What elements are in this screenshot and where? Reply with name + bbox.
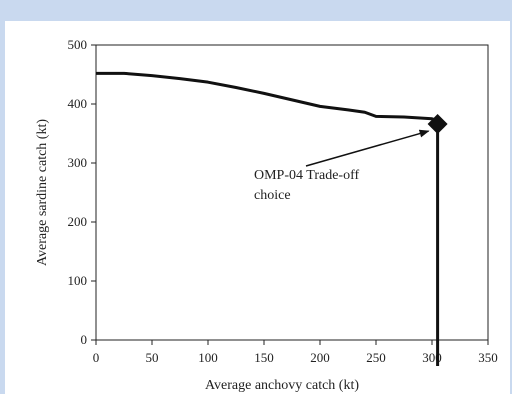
x-axis-title: Average anchovy catch (kt) xyxy=(205,378,359,393)
x-tick-label: 350 xyxy=(478,350,498,365)
x-tick-label: 250 xyxy=(366,350,386,365)
y-tick-label: 0 xyxy=(81,332,88,347)
series-line xyxy=(96,71,439,122)
y-tick-label: 400 xyxy=(68,96,88,111)
x-tick-label: 50 xyxy=(146,350,159,365)
x-tick-label: 100 xyxy=(198,350,218,365)
x-tick-label: 150 xyxy=(254,350,274,365)
y-tick-label: 300 xyxy=(68,155,88,170)
y-axis-title: Average sardine catch (kt) xyxy=(35,119,50,266)
y-tick-label: 500 xyxy=(68,37,88,52)
annotation-text-line: choice xyxy=(254,188,291,203)
y-tick-label: 200 xyxy=(68,214,88,229)
annotation-text-line: OMP-04 Trade-off xyxy=(254,168,359,183)
annotation-arrow xyxy=(305,129,430,167)
choice-diamond-marker xyxy=(427,114,448,135)
x-tick-label: 0 xyxy=(93,350,100,365)
chart-panel xyxy=(5,21,510,394)
y-tick-label: 100 xyxy=(68,273,88,288)
x-tick-label: 200 xyxy=(310,350,330,365)
plot-frame xyxy=(95,44,489,341)
